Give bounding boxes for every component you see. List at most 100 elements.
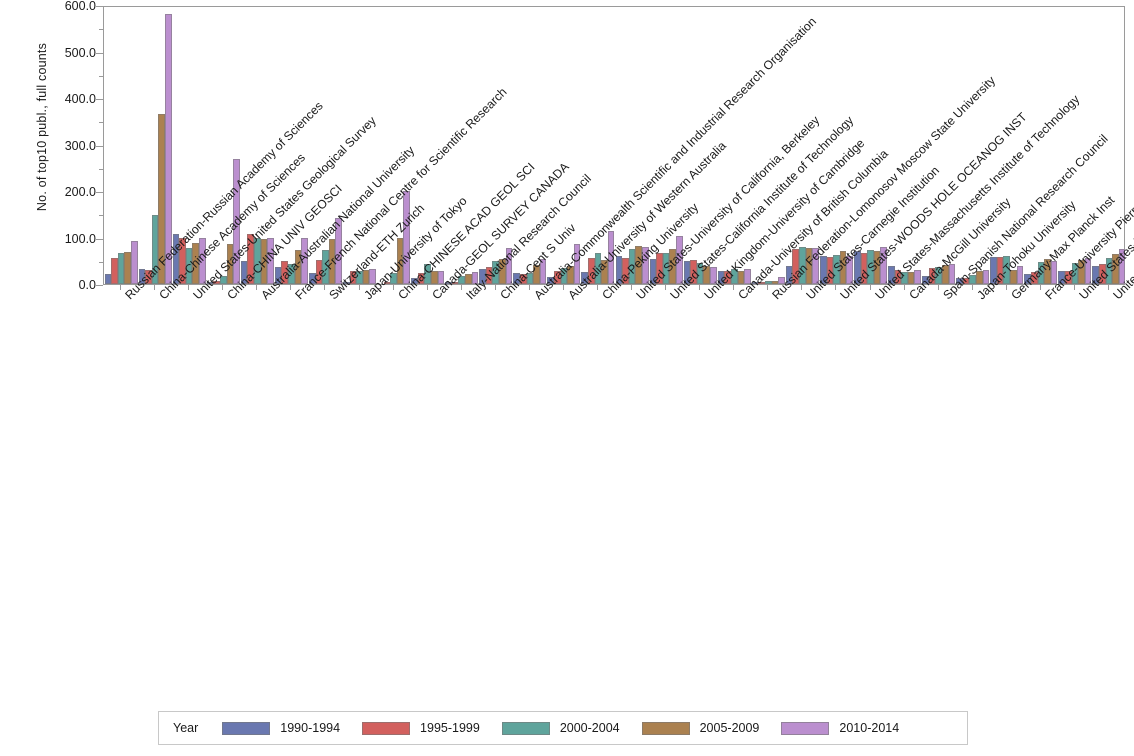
bar[interactable] [690,259,697,284]
bar[interactable] [322,250,329,284]
bar[interactable] [260,238,268,284]
bar[interactable] [730,268,738,284]
bar[interactable] [356,271,363,284]
bar[interactable] [281,260,289,284]
bar[interactable] [1030,271,1038,284]
bar[interactable] [130,241,138,284]
bar[interactable] [553,270,561,284]
bar[interactable] [1003,255,1011,284]
bar[interactable] [846,255,853,284]
bar[interactable] [669,248,676,284]
bar[interactable] [778,276,785,284]
bar[interactable] [854,251,861,284]
bar[interactable] [219,276,227,284]
bar[interactable] [111,257,118,284]
bar[interactable] [888,265,895,284]
bar[interactable] [656,252,663,284]
bar[interactable] [492,260,500,284]
bar[interactable] [505,247,513,284]
bar[interactable] [479,268,486,284]
bar[interactable] [396,238,404,284]
bar[interactable] [635,246,642,284]
bar[interactable] [826,257,834,284]
bar[interactable] [547,276,554,284]
bar[interactable] [383,282,391,284]
bar[interactable] [982,269,990,284]
bar[interactable] [485,266,493,284]
bar[interactable] [294,249,302,284]
bar[interactable] [124,251,131,284]
legend-entry[interactable]: 2010-2014 [781,721,899,735]
bar[interactable] [1105,257,1113,284]
bar[interactable] [335,218,342,284]
bar[interactable] [267,237,274,284]
bar[interactable] [164,13,172,284]
bar[interactable] [403,191,411,284]
bar[interactable] [1050,261,1058,284]
bar[interactable] [417,273,425,284]
bar[interactable] [1010,269,1017,284]
bar[interactable] [343,282,350,284]
bar[interactable] [1071,263,1079,284]
bar[interactable] [975,271,983,284]
bar[interactable] [390,272,397,284]
bar[interactable] [253,237,261,284]
bar[interactable] [445,282,452,284]
bar[interactable] [464,273,472,284]
bar[interactable] [751,282,759,284]
bar[interactable] [499,259,506,284]
bar[interactable] [894,269,902,284]
bar[interactable] [315,259,323,284]
bar[interactable] [724,270,731,284]
bar[interactable] [172,234,180,284]
bar[interactable] [710,266,717,284]
bar[interactable] [703,266,711,284]
bar[interactable] [914,269,922,284]
legend-entry[interactable]: 1995-1999 [362,721,480,735]
bar[interactable] [199,237,206,284]
bar[interactable] [1016,266,1024,284]
bar[interactable] [349,270,357,284]
bar[interactable] [907,272,915,284]
bar[interactable] [567,265,574,284]
bar[interactable] [880,246,887,284]
bar[interactable] [226,244,234,284]
bar[interactable] [588,257,595,284]
bar[interactable] [1058,270,1065,284]
bar[interactable] [1084,257,1092,284]
bar[interactable] [471,272,479,284]
bar[interactable] [948,264,956,284]
bar[interactable] [526,273,534,284]
bar[interactable] [369,269,376,284]
bar[interactable] [513,272,520,284]
bar[interactable] [764,280,772,284]
bar[interactable] [922,276,929,284]
bar[interactable] [328,238,336,284]
bar[interactable] [179,238,186,284]
bar[interactable] [956,277,963,284]
bar[interactable] [717,270,725,284]
bar[interactable] [1024,273,1031,284]
bar[interactable] [206,282,214,284]
bar[interactable] [860,252,868,284]
bar[interactable] [104,274,112,284]
bar[interactable] [805,247,813,284]
bar[interactable] [233,159,240,284]
bar[interactable] [962,277,970,284]
bar[interactable] [213,281,220,284]
bar[interactable] [737,270,745,284]
bar[interactable] [901,271,908,284]
bar[interactable] [247,234,254,284]
bar[interactable] [519,274,527,284]
bar[interactable] [1112,253,1119,284]
bar[interactable] [683,260,691,284]
bar[interactable] [867,249,874,284]
bar[interactable] [649,258,657,284]
legend-entry[interactable]: 2005-2009 [641,721,759,735]
legend-entry[interactable]: 1990-1994 [222,721,340,735]
bar[interactable] [1092,265,1100,284]
bar[interactable] [240,261,248,284]
bar[interactable] [594,253,602,284]
bar[interactable] [301,237,308,284]
bar[interactable] [1064,270,1072,284]
